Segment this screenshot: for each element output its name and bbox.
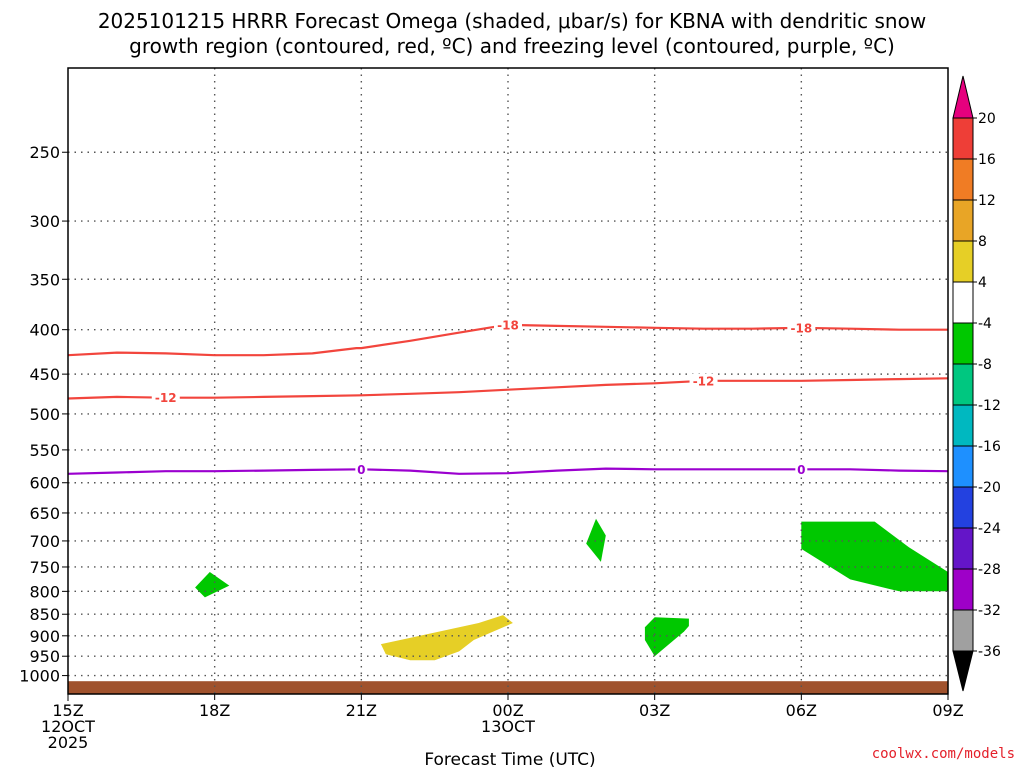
colorbar-bin-13 [952, 609, 974, 652]
colorbar-bin-2 [952, 158, 974, 201]
colorbar-label-6: -4 [978, 316, 992, 332]
colorbar-label-14: -36 [978, 644, 1001, 660]
chart-title-line1: 2025101215 HRRR Forecast Omega (shaded, … [98, 9, 926, 33]
credit-text: coolwx.com/models [872, 746, 1015, 762]
y-tick-label-600: 600 [29, 474, 60, 493]
colorbar-bin-1 [952, 117, 974, 160]
x-tick-label-0-3: 2025 [48, 733, 89, 752]
colorbar-label-10: -20 [978, 480, 1001, 496]
terrain-layer [68, 681, 948, 694]
x-tick-label-0-1: 15Z [52, 701, 83, 720]
y-tick-label-650: 650 [29, 504, 60, 523]
x-tick-label-12-1: 03Z [639, 701, 670, 720]
y-tick-label-750: 750 [29, 558, 60, 577]
temp-contour-minus12-label-2: -12 [693, 374, 715, 388]
x-tick-label-15-1: 06Z [786, 701, 817, 720]
colorbar-label-4: 8 [978, 234, 987, 250]
y-tick-label-550: 550 [29, 441, 60, 460]
colorbar-bin-9 [952, 445, 974, 488]
chart-title-line2: growth region (contoured, red, ºC) and f… [129, 34, 895, 58]
y-tick-label-300: 300 [29, 212, 60, 231]
contour-layer: -18 -18 -12 -12 0 0 [67, 317, 949, 477]
freezing-level-contour-label-bg-1 [355, 462, 368, 477]
colorbar-bin-11 [952, 527, 974, 570]
terrain-fill [68, 681, 948, 694]
y-tick-label-1000: 1000 [19, 667, 60, 686]
y-tick-label-800: 800 [29, 582, 60, 601]
temp-contour-minus12-label-bg-2 [689, 373, 718, 388]
omega-region-3 [801, 521, 948, 592]
temp-contour-minus18 [67, 323, 948, 357]
colorbar-label-5: 4 [978, 275, 987, 291]
temp-contour-minus18-label-bg-2 [787, 320, 816, 335]
temp-contour-minus18-label-bg-1 [494, 317, 522, 332]
y-tick-label-950: 950 [29, 647, 60, 666]
temp-contour-minus12-label-bg-1 [151, 390, 180, 405]
colorbar-label-7: -8 [978, 357, 992, 373]
colorbar-label-9: -16 [978, 439, 1001, 455]
freezing-level-contour-label-bg-2 [795, 462, 808, 477]
y-tick-label-400: 400 [29, 321, 60, 340]
colorbar-label-13: -32 [978, 603, 1001, 619]
colorbar-bin-5 [952, 281, 974, 324]
omega-region-4 [644, 617, 689, 657]
colorbar-label-3: 12 [978, 193, 996, 209]
colorbar-label-8: -12 [978, 398, 1001, 414]
y-tick-label-900: 900 [29, 627, 60, 646]
x-tick-label-9-2: 13OCT [481, 717, 535, 736]
colorbar-bin-10 [952, 486, 974, 529]
colorbar-label-11: -24 [978, 521, 1001, 537]
x-tick-label-9-1: 00Z [492, 701, 523, 720]
temp-contour-minus12-label-1: -12 [155, 391, 177, 405]
y-tick-label-350: 350 [29, 270, 60, 289]
temp-contour-minus18-label-2: -18 [790, 321, 812, 335]
colorbar-label-1: 20 [978, 111, 996, 127]
y-tick-label-850: 850 [29, 605, 60, 624]
omega-region-5 [380, 615, 513, 661]
colorbar-bin-8 [952, 404, 974, 447]
temp-contour-minus12 [67, 377, 949, 400]
y-tick-label-500: 500 [29, 405, 60, 424]
omega-region-1 [195, 572, 230, 598]
colorbar-bin-3 [952, 199, 974, 242]
x-tick-label-0-2: 12OCT [41, 717, 95, 736]
freezing-level-contour-label-2: 0 [797, 463, 805, 477]
freezing-level-contour-label-1: 0 [357, 463, 365, 477]
colorbar-label-2: 16 [978, 152, 996, 168]
x-tick-label-3-1: 18Z [199, 701, 230, 720]
y-tick-label-250: 250 [29, 143, 60, 162]
omega-colorbar: 20 16 12 8 4 -4 -8 -12 -16 -20 -24 -28 -32 -36 [952, 75, 1001, 692]
y-tick-label-450: 450 [29, 365, 60, 384]
colorbar-bin-4 [952, 240, 974, 283]
x-tick-label-6-1: 21Z [346, 701, 377, 720]
y-axis: 250 300 350 400 450 500 550 600 650 700 750 800 850 9… [19, 143, 68, 686]
colorbar-label-12: -28 [978, 562, 1001, 578]
colorbar-bin-12 [952, 568, 974, 611]
x-axis-label: Forecast Time (UTC) [424, 750, 595, 768]
omega-layer [195, 518, 948, 661]
colorbar-overflow-high [952, 75, 974, 119]
colorbar-bin-6 [952, 322, 974, 365]
colorbar-bin-7 [952, 363, 974, 406]
x-tick-label-18-1: 09Z [932, 701, 963, 720]
colorbar-underflow-low [952, 650, 974, 692]
y-tick-label-700: 700 [29, 532, 60, 551]
omega-region-2 [586, 518, 606, 562]
temp-contour-minus18-label-1: -18 [497, 318, 519, 332]
